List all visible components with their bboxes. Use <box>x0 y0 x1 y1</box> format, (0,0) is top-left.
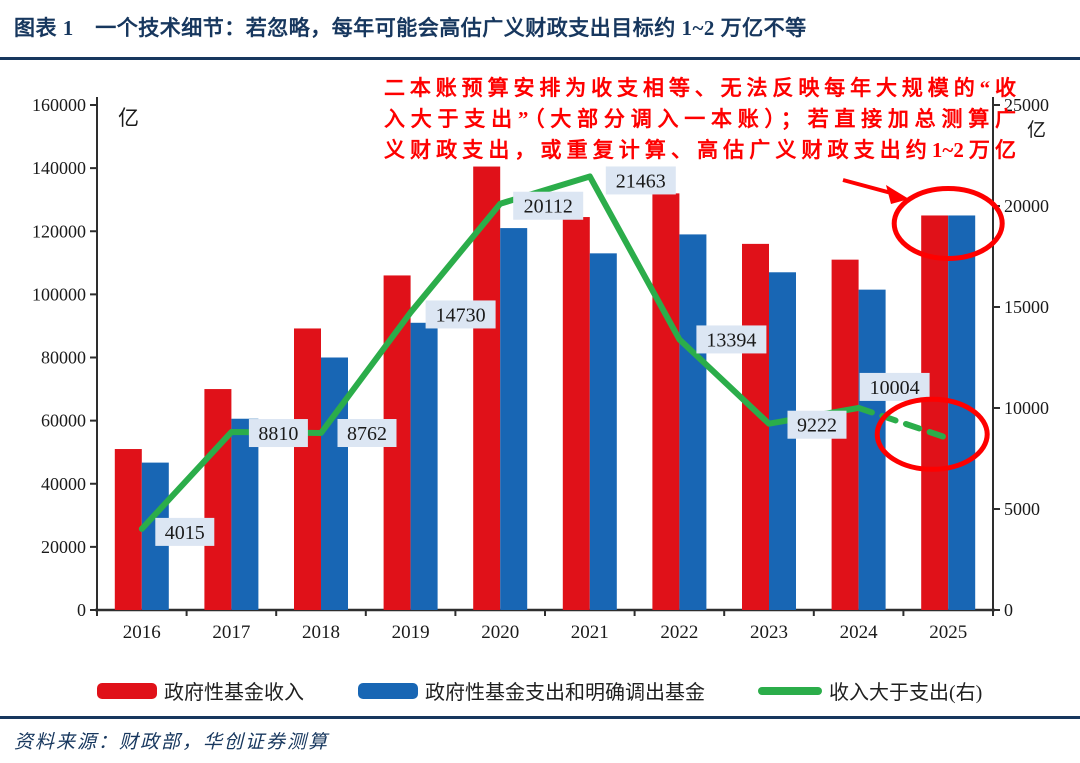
y-axis-left-unit: 亿 <box>118 106 139 130</box>
data-label-8810: 8810 <box>258 423 298 445</box>
y-axis-left-tick-label: 140000 <box>32 158 86 178</box>
figure-title: 图表 1 一个技术细节：若忽略，每年可能会高估广义财政支出目标约 1~2 万亿不… <box>14 16 807 40</box>
x-axis-label-2017: 2017 <box>212 622 250 643</box>
legend-label-surplus: 收入大于支出(右) <box>829 682 983 704</box>
x-axis-label-2023: 2023 <box>750 622 788 643</box>
y-axis-right-tick-label: 20000 <box>1004 196 1049 216</box>
callout-ellipse-2025-bars <box>891 185 1005 261</box>
data-label-box-8762 <box>337 419 397 448</box>
y-axis-right-tick-label: 25000 <box>1004 95 1049 115</box>
x-axis-label-2024: 2024 <box>840 622 879 643</box>
expenditure-bar-2025 <box>948 215 976 610</box>
legend-swatch-revenue-bar <box>97 682 157 699</box>
y-axis-left-tick-label: 100000 <box>32 284 86 304</box>
data-label-box-8810 <box>248 419 308 448</box>
data-label-box-4015 <box>155 517 215 546</box>
x-axis-label-2019: 2019 <box>392 622 430 643</box>
x-axis-label-2021: 2021 <box>571 622 609 643</box>
data-label-box-20112 <box>513 191 584 220</box>
annotation-line-3: 义财政支出，或重复计算、高估广义财政支出约1~2万亿 <box>384 138 1016 162</box>
expenditure-bar-2022 <box>679 234 707 610</box>
revenue-bar-2025 <box>921 215 949 610</box>
x-axis-label-2022: 2022 <box>660 622 698 643</box>
legend: 政府性基金收入 政府性基金支出和明确调出基金 收入大于支出(右) <box>0 676 1080 705</box>
data-label-13394: 13394 <box>706 329 756 351</box>
x-axis-label-2018: 2018 <box>302 622 340 643</box>
x-axis-label-2025: 2025 <box>929 622 967 643</box>
callout-arrow-shaft <box>842 178 892 195</box>
expenditure-bar-2023 <box>769 272 796 610</box>
expenditure-bar-2018 <box>321 357 348 610</box>
legend-item-fund-expenditure: 政府性基金支出和明确调出基金 <box>358 676 705 705</box>
source-note: 资料来源：财政部，华创证券测算 <box>14 732 330 753</box>
y-axis-left-tick-label: 80000 <box>41 348 86 368</box>
x-axis-label-2020: 2020 <box>481 622 519 643</box>
revenue-bar-2021 <box>562 217 590 610</box>
y-axis-right-tick-label: 5000 <box>1004 499 1040 519</box>
legend-swatch-expenditure-bar <box>358 682 418 699</box>
y-axis-left-tick-label: 160000 <box>32 95 86 115</box>
y-axis-left-tick-label: 40000 <box>41 474 86 494</box>
expenditure-bar-2019 <box>410 322 438 610</box>
data-label-box-21463 <box>605 166 676 195</box>
title-divider <box>0 57 1080 60</box>
legend-swatch-surplus-line <box>758 686 822 695</box>
data-label-14730: 14730 <box>436 304 486 326</box>
y-axis-right-unit: 亿 <box>1027 119 1046 141</box>
data-label-box-14730 <box>425 300 496 329</box>
revenue-bar-2023 <box>742 243 769 610</box>
y-axis-left-tick-label: 120000 <box>32 221 86 241</box>
y-axis-right-tick-label: 15000 <box>1004 297 1049 317</box>
legend-item-fund-revenue: 政府性基金收入 <box>97 676 304 705</box>
data-label-21463: 21463 <box>616 170 666 192</box>
revenue-bar-2022 <box>652 193 680 610</box>
revenue-bar-2020 <box>473 166 501 610</box>
data-label-box-9222 <box>787 410 847 439</box>
revenue-bar-2017 <box>204 389 232 610</box>
data-label-10004: 10004 <box>870 377 920 399</box>
legend-item-surplus-line: 收入大于支出(右) <box>758 676 982 705</box>
expenditure-bar-2021 <box>589 253 617 610</box>
revenue-bar-2016 <box>114 449 142 610</box>
callout-ellipse-2025-line-end <box>874 396 990 472</box>
data-label-8762: 8762 <box>347 423 387 445</box>
x-axis-label-2016: 2016 <box>123 622 161 643</box>
annotation-line-2: 入大于支出”（大部分调入一本账）；若直接加总测算广 <box>384 107 1016 131</box>
annotation-text: 二本账预算安排为收支相等、无法反映每年大规模的“收 入大于支出”（大部分调入一本… <box>384 73 1016 166</box>
annotation-line-1: 二本账预算安排为收支相等、无法反映每年大规模的“收 <box>384 76 1016 100</box>
legend-label-revenue: 政府性基金收入 <box>164 682 304 704</box>
legend-label-expenditure: 政府性基金支出和明确调出基金 <box>425 682 705 704</box>
y-axis-left-tick-label: 20000 <box>41 537 86 557</box>
y-axis-right-tick-label: 10000 <box>1004 398 1049 418</box>
y-axis-right-tick-label: 0 <box>1004 600 1013 620</box>
y-axis-left-tick-label: 0 <box>77 600 86 620</box>
data-label-box-13394 <box>696 325 767 354</box>
data-label-box-10004 <box>859 372 930 401</box>
data-label-20112: 20112 <box>524 196 573 218</box>
expenditure-bar-2020 <box>500 228 528 610</box>
data-label-9222: 9222 <box>797 415 837 437</box>
data-label-4015: 4015 <box>165 522 205 544</box>
y-axis-left-tick-label: 60000 <box>41 411 86 431</box>
surplus-line-dashed-forecast <box>855 404 952 442</box>
callout-arrow-head <box>886 185 909 204</box>
revenue-bar-2018 <box>294 328 321 610</box>
expenditure-bar-2017 <box>231 418 259 610</box>
footer-divider <box>0 716 1080 719</box>
